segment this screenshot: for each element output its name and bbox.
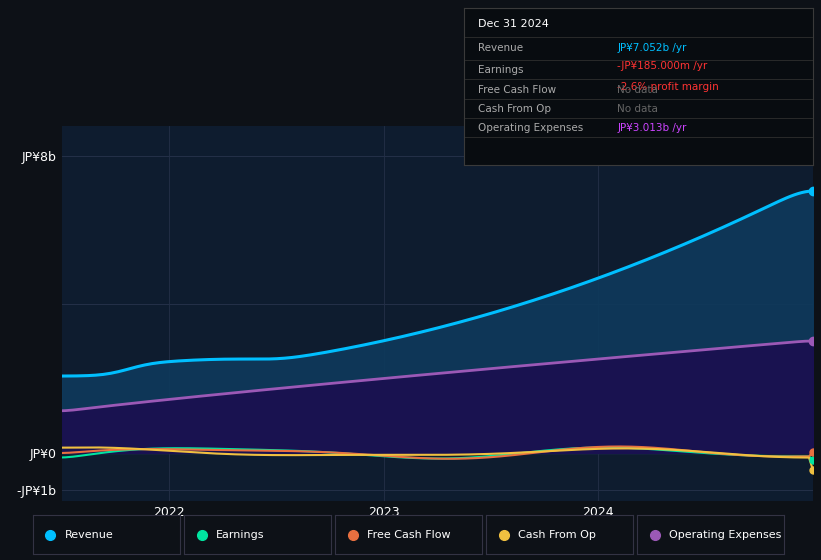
Text: Free Cash Flow: Free Cash Flow	[478, 85, 556, 95]
Text: Free Cash Flow: Free Cash Flow	[367, 530, 451, 540]
Text: JP¥7.052b /yr: JP¥7.052b /yr	[617, 43, 687, 53]
Text: Operating Expenses: Operating Expenses	[478, 123, 583, 133]
Text: No data: No data	[617, 85, 658, 95]
Text: JP¥3.013b /yr: JP¥3.013b /yr	[617, 123, 687, 133]
Text: Operating Expenses: Operating Expenses	[669, 530, 782, 540]
Text: Revenue: Revenue	[478, 43, 523, 53]
Text: No data: No data	[617, 104, 658, 114]
Text: Cash From Op: Cash From Op	[518, 530, 596, 540]
Text: Cash From Op: Cash From Op	[478, 104, 551, 114]
Text: Earnings: Earnings	[478, 64, 523, 74]
Text: -2.6% profit margin: -2.6% profit margin	[617, 82, 719, 92]
Text: Revenue: Revenue	[65, 530, 114, 540]
Text: Dec 31 2024: Dec 31 2024	[478, 19, 548, 29]
Text: Earnings: Earnings	[216, 530, 264, 540]
Text: -JP¥185.000m /yr: -JP¥185.000m /yr	[617, 62, 708, 72]
